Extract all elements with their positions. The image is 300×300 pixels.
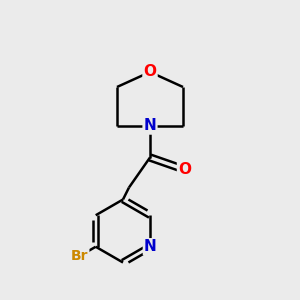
Text: O: O (143, 64, 157, 80)
Text: N: N (144, 118, 156, 134)
Text: Br: Br (71, 249, 88, 263)
Text: O: O (178, 162, 191, 177)
Text: N: N (144, 239, 157, 254)
